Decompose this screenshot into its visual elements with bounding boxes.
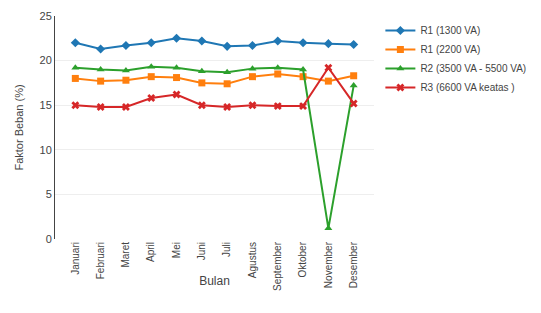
svg-text:R2 (3500 VA - 5500 VA): R2 (3500 VA - 5500 VA) [420, 63, 526, 74]
svg-text:April: April [145, 242, 156, 262]
svg-text:September: September [272, 241, 283, 291]
svg-text:15: 15 [40, 99, 52, 111]
svg-text:Desember: Desember [348, 241, 359, 288]
svg-text:0: 0 [46, 233, 52, 245]
svg-text:R3 (6600 VA keatas ): R3 (6600 VA keatas ) [420, 82, 514, 93]
svg-text:20: 20 [40, 54, 52, 66]
svg-text:Juni: Juni [196, 242, 207, 260]
svg-text:Faktor Beban (%): Faktor Beban (%) [13, 84, 25, 170]
svg-text:Februari: Februari [95, 242, 106, 279]
svg-text:R1 (1300 VA): R1 (1300 VA) [420, 25, 480, 36]
svg-text:Agustus: Agustus [247, 242, 258, 278]
svg-text:R1 (2200 VA): R1 (2200 VA) [420, 44, 480, 55]
svg-text:Oktober: Oktober [297, 241, 308, 277]
svg-text:Bulan: Bulan [199, 274, 230, 288]
svg-text:10: 10 [40, 144, 52, 156]
svg-text:5: 5 [46, 188, 52, 200]
svg-text:November: November [323, 241, 334, 288]
svg-text:Januari: Januari [70, 242, 81, 275]
svg-text:Maret: Maret [120, 242, 131, 268]
svg-text:25: 25 [40, 10, 52, 22]
svg-text:Juli: Juli [221, 242, 232, 257]
svg-text:Mei: Mei [171, 242, 182, 258]
